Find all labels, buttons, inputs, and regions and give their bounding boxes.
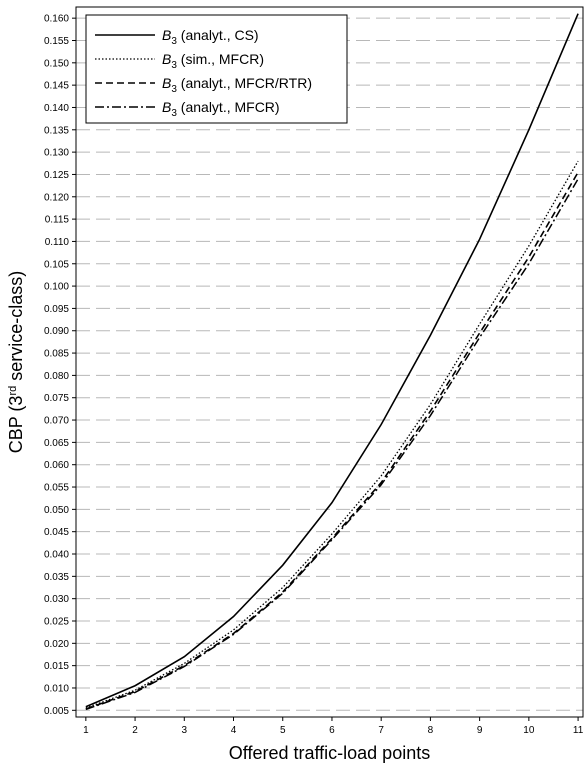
y-tick-label: 0.030	[44, 594, 69, 605]
y-tick-label: 0.110	[45, 237, 70, 248]
x-axis-ticks: 1 2 3 4 5 6 7 8 9 10 11	[83, 717, 584, 736]
y-axis-title-main: CBP (3	[6, 396, 26, 454]
series-lines	[85, 13, 579, 711]
legend-label-main: B	[162, 51, 171, 67]
x-tick-label: 1	[83, 725, 89, 736]
series-line-dashed	[85, 171, 579, 710]
legend-label-main: B	[162, 27, 171, 43]
y-tick-label: 0.125	[44, 170, 69, 181]
series-line-dashdot	[85, 178, 579, 711]
series-line-solid	[85, 13, 579, 708]
x-tick-label: 10	[523, 725, 535, 736]
legend-box	[85, 14, 348, 124]
y-tick-label: 0.090	[44, 326, 69, 337]
x-axis-title: Offered traffic-load points	[229, 743, 430, 763]
series-line-dotted	[85, 160, 579, 709]
y-tick-label: 0.050	[44, 505, 69, 516]
y-tick-label: 0.015	[44, 661, 69, 672]
x-tick-label: 6	[329, 725, 335, 736]
y-tick-label: 0.060	[44, 460, 69, 471]
x-tick-label: 4	[231, 725, 237, 736]
legend-label-main: B	[162, 99, 171, 115]
legend-label: B3 (analyt., MFCR/RTR)	[162, 75, 312, 95]
legend-label-rest: (analyt., CS)	[177, 27, 259, 43]
y-tick-label: 0.105	[44, 259, 69, 270]
legend-label-subscript: 3	[171, 108, 177, 119]
y-tick-label: 0.055	[44, 483, 69, 494]
x-tick-label: 3	[182, 725, 188, 736]
legend-entries: B3 (analyt., CS)B3 (sim., MFCR)B3 (analy…	[95, 27, 312, 119]
x-tick-label: 9	[477, 725, 483, 736]
legend-label-rest: (analyt., MFCR)	[177, 99, 280, 115]
y-tick-label: 0.085	[44, 349, 69, 360]
y-axis-title: CBP (3rd service-class)	[6, 271, 26, 454]
y-axis-title-superscript: rd	[7, 386, 19, 396]
gridlines	[76, 17, 583, 711]
y-tick-label: 0.035	[44, 572, 69, 583]
y-tick-label: 0.095	[44, 304, 69, 315]
y-axis-ticks: 0.005 0.010 0.015 0.020 0.025 0.030 0.035 0.040…	[44, 14, 76, 717]
y-tick-label: 0.150	[44, 58, 69, 69]
y-tick-label: 0.005	[44, 706, 69, 717]
x-tick-label: 8	[428, 725, 434, 736]
y-tick-label: 0.025	[44, 616, 69, 627]
y-tick-label: 0.145	[44, 81, 69, 92]
plot-frame	[75, 6, 584, 718]
legend-label-rest: (analyt., MFCR/RTR)	[177, 75, 312, 91]
x-tick-label: 2	[132, 725, 138, 736]
legend-label-subscript: 3	[171, 84, 177, 95]
y-tick-label: 0.160	[44, 14, 69, 25]
legend-label: B3 (analyt., CS)	[162, 27, 259, 47]
y-tick-label: 0.040	[44, 550, 69, 561]
y-tick-label: 0.020	[44, 639, 69, 650]
y-tick-label: 0.075	[44, 393, 69, 404]
legend-label-rest: (sim., MFCR)	[177, 51, 264, 67]
y-tick-label: 0.135	[44, 125, 69, 136]
y-tick-label: 0.070	[44, 416, 69, 427]
x-tick-label: 5	[280, 725, 286, 736]
legend-label: B3 (sim., MFCR)	[162, 51, 264, 71]
y-tick-label: 0.045	[44, 527, 69, 538]
legend-label-subscript: 3	[171, 60, 177, 71]
legend: B3 (analyt., CS)B3 (sim., MFCR)B3 (analy…	[85, 14, 348, 124]
legend-label: B3 (analyt., MFCR)	[162, 99, 280, 119]
y-tick-label: 0.120	[44, 192, 69, 203]
x-tick-label: 7	[378, 725, 384, 736]
y-tick-label: 0.130	[44, 148, 69, 159]
y-tick-label: 0.100	[44, 282, 69, 293]
legend-label-main: B	[162, 75, 171, 91]
y-tick-label: 0.140	[44, 103, 69, 114]
y-tick-label: 0.155	[44, 36, 69, 47]
y-tick-label: 0.080	[44, 371, 69, 382]
y-tick-label: 0.065	[44, 438, 69, 449]
y-tick-label: 0.010	[44, 683, 69, 694]
y-axis-title-rest: service-class)	[6, 271, 26, 386]
x-tick-label: 11	[573, 725, 584, 736]
legend-label-subscript: 3	[171, 36, 177, 47]
y-tick-label: 0.115	[45, 215, 70, 226]
